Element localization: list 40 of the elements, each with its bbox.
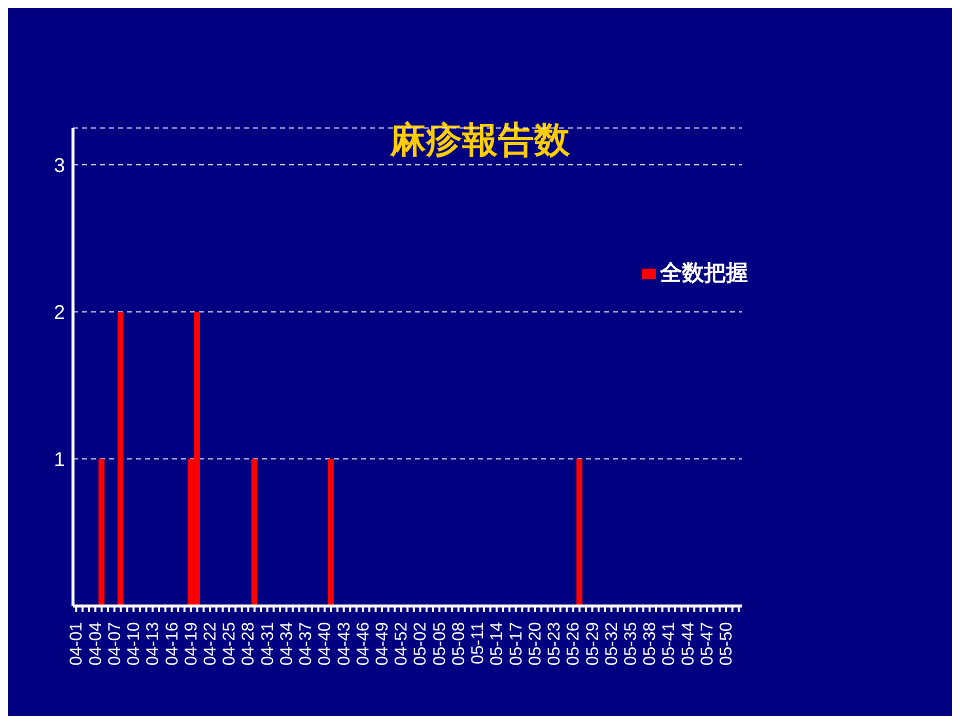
y-tick-label: 1 [54, 449, 65, 472]
legend-label: 全数把握 [660, 260, 748, 285]
x-tick-label: 04-37 [296, 622, 316, 666]
x-tick-label: 04-19 [181, 622, 200, 666]
x-tick-label: 04-25 [220, 622, 239, 666]
x-tick-label: 05-08 [448, 622, 468, 666]
x-tick-label: 05-14 [487, 622, 506, 666]
x-tick-label: 05-20 [525, 622, 544, 666]
x-tick-label: 04-40 [315, 622, 334, 666]
x-tick-label: 05-38 [640, 622, 660, 666]
x-tick-label: 04-28 [238, 622, 258, 666]
x-tick-label: 05-05 [430, 622, 449, 666]
x-tick-label: 05-26 [564, 622, 583, 666]
x-tick-label: 04-22 [200, 622, 220, 666]
x-tick-label: 04-16 [162, 622, 182, 666]
y-tick-label: 3 [54, 154, 65, 177]
y-tick-label: 2 [54, 302, 65, 324]
x-tick-label: 05-41 [659, 622, 678, 666]
x-tick-label: 04-10 [124, 622, 144, 666]
x-tick-label: 04-07 [104, 622, 124, 666]
x-tick-label: 04-31 [258, 622, 277, 666]
x-tick-label: 04-46 [353, 622, 372, 666]
x-tick-label: 04-13 [143, 622, 162, 666]
x-tick-label: 05-02 [410, 622, 430, 666]
x-tick-label: 05-32 [602, 622, 621, 666]
x-tick-label: 04-49 [372, 622, 392, 666]
x-tick-label: 05-50 [716, 622, 736, 666]
x-tick-label: 05-35 [621, 622, 640, 666]
x-tick-label: 04-04 [86, 622, 105, 666]
x-tick-label: 04-43 [334, 622, 354, 666]
x-tick-label: 04-34 [276, 622, 296, 666]
x-tick-label: 05-29 [582, 622, 602, 666]
x-tick-label: 05-47 [697, 622, 716, 666]
x-tick-label: 04-01 [66, 622, 86, 666]
x-tick-label: 05-23 [544, 622, 564, 666]
x-tick-label: 05-44 [678, 622, 698, 666]
chart-title: 麻疹報告数 [390, 119, 570, 160]
x-tick-label: 05-17 [506, 622, 526, 666]
x-tick-label: 05-11 [468, 622, 488, 664]
x-tick-label: 04-52 [392, 622, 411, 666]
